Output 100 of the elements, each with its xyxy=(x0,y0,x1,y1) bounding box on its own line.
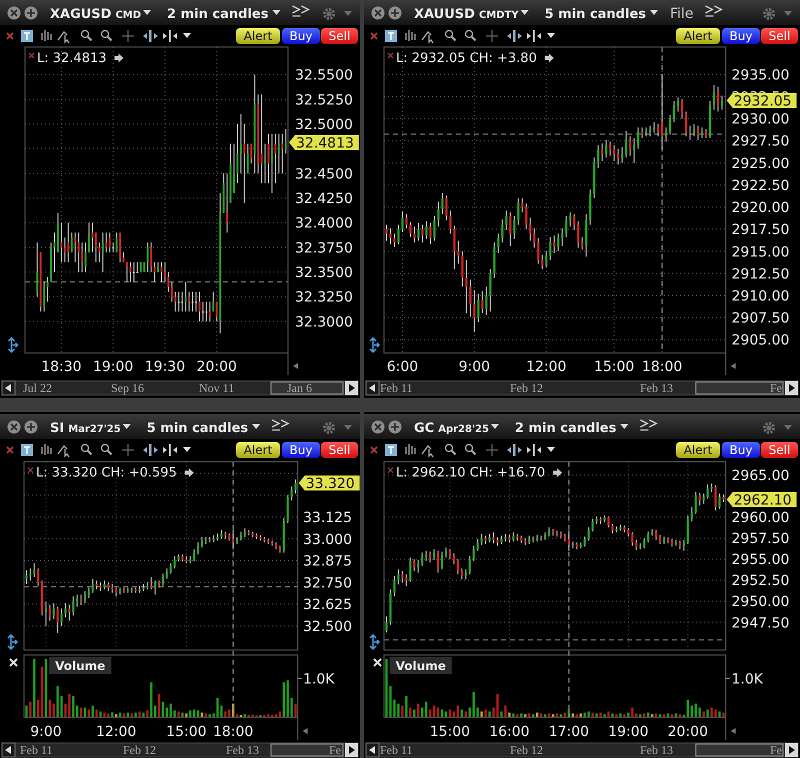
text: Alert xyxy=(244,443,273,457)
y-tick-label: 2957.50 xyxy=(732,531,790,548)
y-tick-label: 33.125 xyxy=(303,510,352,526)
text: 33.320 xyxy=(306,476,355,492)
text: Alert xyxy=(244,29,273,43)
text: 5 min candles xyxy=(146,421,248,436)
text: 5 min candles xyxy=(544,7,646,22)
x-tick-label: 9:00 xyxy=(458,359,490,375)
text: Buy xyxy=(290,443,312,457)
x-tick-label: 15:00 xyxy=(166,724,207,740)
x-tick-label: 17:00 xyxy=(548,724,590,740)
text: Jan 6 xyxy=(287,381,312,395)
text: Feb 11 xyxy=(20,743,53,757)
text: Feb 12 xyxy=(510,743,543,757)
y-tick-label: 32.4000 xyxy=(295,216,353,232)
text: Feb 13 xyxy=(226,743,259,757)
chart-title: GC xyxy=(414,421,434,436)
y-tick-label: 2955.00 xyxy=(732,552,790,568)
x-tick-label: 9:00 xyxy=(30,724,62,740)
text: Fe xyxy=(329,743,341,757)
chart-title: XAGUSD xyxy=(50,7,112,22)
y-tick-label: 32.3000 xyxy=(295,314,353,330)
y-tick-label: 2912.50 xyxy=(732,266,790,282)
y-tick-label: 2950.00 xyxy=(732,594,790,610)
text: Nov 11 xyxy=(199,381,234,395)
text: Sell xyxy=(328,29,350,43)
text: Feb 13 xyxy=(640,743,673,757)
x-tick-label: 18:30 xyxy=(41,359,82,375)
y-tick-label: 32.3500 xyxy=(295,265,353,282)
y-tick-label: 32.5500 xyxy=(295,68,353,84)
y-tick-label: 2905.00 xyxy=(732,332,790,349)
y-tick-label: 2965.00 xyxy=(732,468,790,484)
text: 32.4813 xyxy=(296,135,354,152)
text: Buy xyxy=(730,29,752,43)
y-tick-label: 32.5000 xyxy=(295,116,353,133)
chart-subtitle: Apr28'25 xyxy=(438,424,489,435)
y-tick-label: 2922.50 xyxy=(732,178,790,194)
text: Fe xyxy=(770,381,782,395)
y-tick-label: 1.0K xyxy=(732,671,764,688)
y-tick-label: 32.5250 xyxy=(295,92,353,108)
text: Sell xyxy=(768,29,790,43)
annotation: L: 33.320 CH: +0.595 xyxy=(36,466,177,481)
chart-title: SI xyxy=(50,421,64,436)
x-tick-label: 20:00 xyxy=(668,724,708,740)
y-tick-label: 2947.50 xyxy=(732,615,790,632)
chart-title: Volume xyxy=(55,659,106,673)
y-tick-label: 1.0K xyxy=(303,671,336,688)
text: Feb 13 xyxy=(640,381,673,395)
text: Feb 11 xyxy=(380,743,413,757)
x-tick-label: 19:30 xyxy=(144,359,186,375)
y-tick-label: 2920.00 xyxy=(732,200,790,216)
y-tick-label: 2907.50 xyxy=(732,310,790,327)
chart-subtitle: CMD xyxy=(115,10,142,21)
x-tick-label: 16:00 xyxy=(489,724,530,740)
y-tick-label: 32.4500 xyxy=(295,166,353,182)
text: Fe xyxy=(770,743,782,757)
annotation: L: 2932.05 CH: +3.80 xyxy=(396,51,537,66)
x-tick-label: 18:00 xyxy=(642,359,682,375)
text: Alert xyxy=(684,29,713,43)
annotation: L: 2962.10 CH: +16.70 xyxy=(396,466,546,481)
text: 2962.10 xyxy=(734,492,792,509)
chart-subtitle: Mar27'25 xyxy=(68,424,121,435)
y-tick-label: 2952.50 xyxy=(732,573,790,590)
x-tick-label: 6:00 xyxy=(386,359,418,375)
annotation: L: 32.4813 xyxy=(37,51,107,66)
chart-subtitle: CMDTY xyxy=(478,10,520,21)
text: Feb 12 xyxy=(123,743,156,757)
chart-title: Volume xyxy=(396,659,446,673)
x-tick-label: 18:00 xyxy=(212,724,254,740)
y-tick-label: 2915.00 xyxy=(732,244,790,260)
text: 2 min candles xyxy=(167,7,269,22)
y-tick-label: 2935.00 xyxy=(732,67,790,84)
y-tick-label: 32.875 xyxy=(303,554,352,570)
text: Sell xyxy=(768,443,790,457)
text: Buy xyxy=(730,443,752,457)
x-tick-label: 15:00 xyxy=(594,359,634,375)
x-tick-label: 19:00 xyxy=(608,724,649,740)
y-tick-label: 32.3250 xyxy=(295,290,353,306)
text: Feb 11 xyxy=(380,381,413,395)
y-tick-label: 2930.00 xyxy=(732,112,790,128)
chart-title: XAUUSD xyxy=(414,7,476,22)
y-tick-label: 32.750 xyxy=(303,575,352,592)
text: 2 min candles xyxy=(514,421,617,436)
y-tick-label: 32.3750 xyxy=(295,240,353,256)
text: File xyxy=(670,6,694,22)
x-tick-label: 12:00 xyxy=(96,724,136,740)
y-tick-label: 32.500 xyxy=(303,618,352,635)
text: Sell xyxy=(328,443,350,457)
x-tick-label: 19:00 xyxy=(92,359,134,375)
y-tick-label: 2925.00 xyxy=(732,156,790,172)
y-tick-label: 2910.00 xyxy=(732,288,790,305)
text: Feb 12 xyxy=(510,381,543,395)
y-tick-label: 33.000 xyxy=(303,532,352,548)
y-tick-label: 32.625 xyxy=(303,597,352,614)
x-tick-label: 15:00 xyxy=(430,724,470,740)
x-tick-label: 12:00 xyxy=(526,359,566,375)
y-tick-label: 2927.50 xyxy=(732,134,790,150)
y-tick-label: 2917.50 xyxy=(732,222,790,238)
y-tick-label: 2960.00 xyxy=(732,510,790,526)
y-tick-label: 32.4250 xyxy=(295,191,353,208)
